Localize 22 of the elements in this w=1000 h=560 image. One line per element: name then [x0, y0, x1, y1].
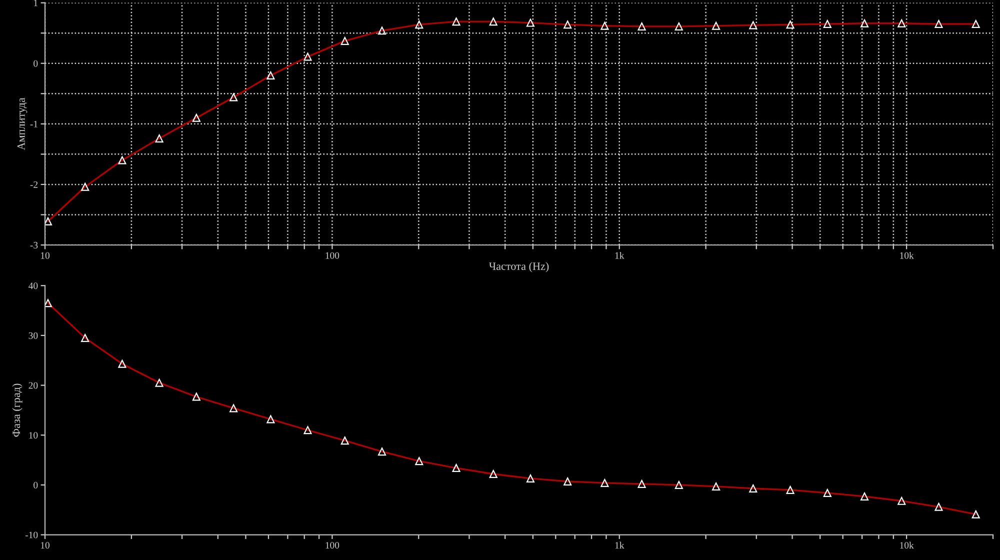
y-tick-label: 40 — [28, 282, 38, 290]
y-tick-label: -2 — [30, 181, 38, 188]
x-tick-label: 1k — [615, 542, 624, 548]
x-tick-label: 10k — [900, 542, 914, 549]
x-tick-label: 10 — [40, 542, 50, 549]
x-axis-title: Частота (Hz) — [488, 262, 549, 272]
y-axis-title: Фаза (град) — [12, 384, 22, 437]
y-tick-label: 0 — [34, 60, 38, 67]
y-tick-label: 0 — [34, 482, 38, 488]
y-tick-label: -3 — [30, 242, 38, 248]
y-tick-label: 1 — [34, 0, 38, 6]
x-tick-label: 100 — [326, 252, 340, 259]
y-tick-label: -1 — [30, 120, 38, 128]
y-axis-title: Амплитуда — [17, 98, 28, 150]
x-tick-label: 10k — [900, 252, 914, 259]
y-tick-label: 10 — [29, 432, 38, 439]
y-tick-label: 20 — [28, 382, 38, 389]
x-tick-label: 100 — [326, 542, 340, 549]
x-tick-label: 10 — [40, 252, 50, 259]
y-tick-label: -10 — [25, 532, 38, 538]
y-tick-label: 30 — [28, 332, 38, 339]
x-tick-label: 1k — [615, 252, 624, 259]
